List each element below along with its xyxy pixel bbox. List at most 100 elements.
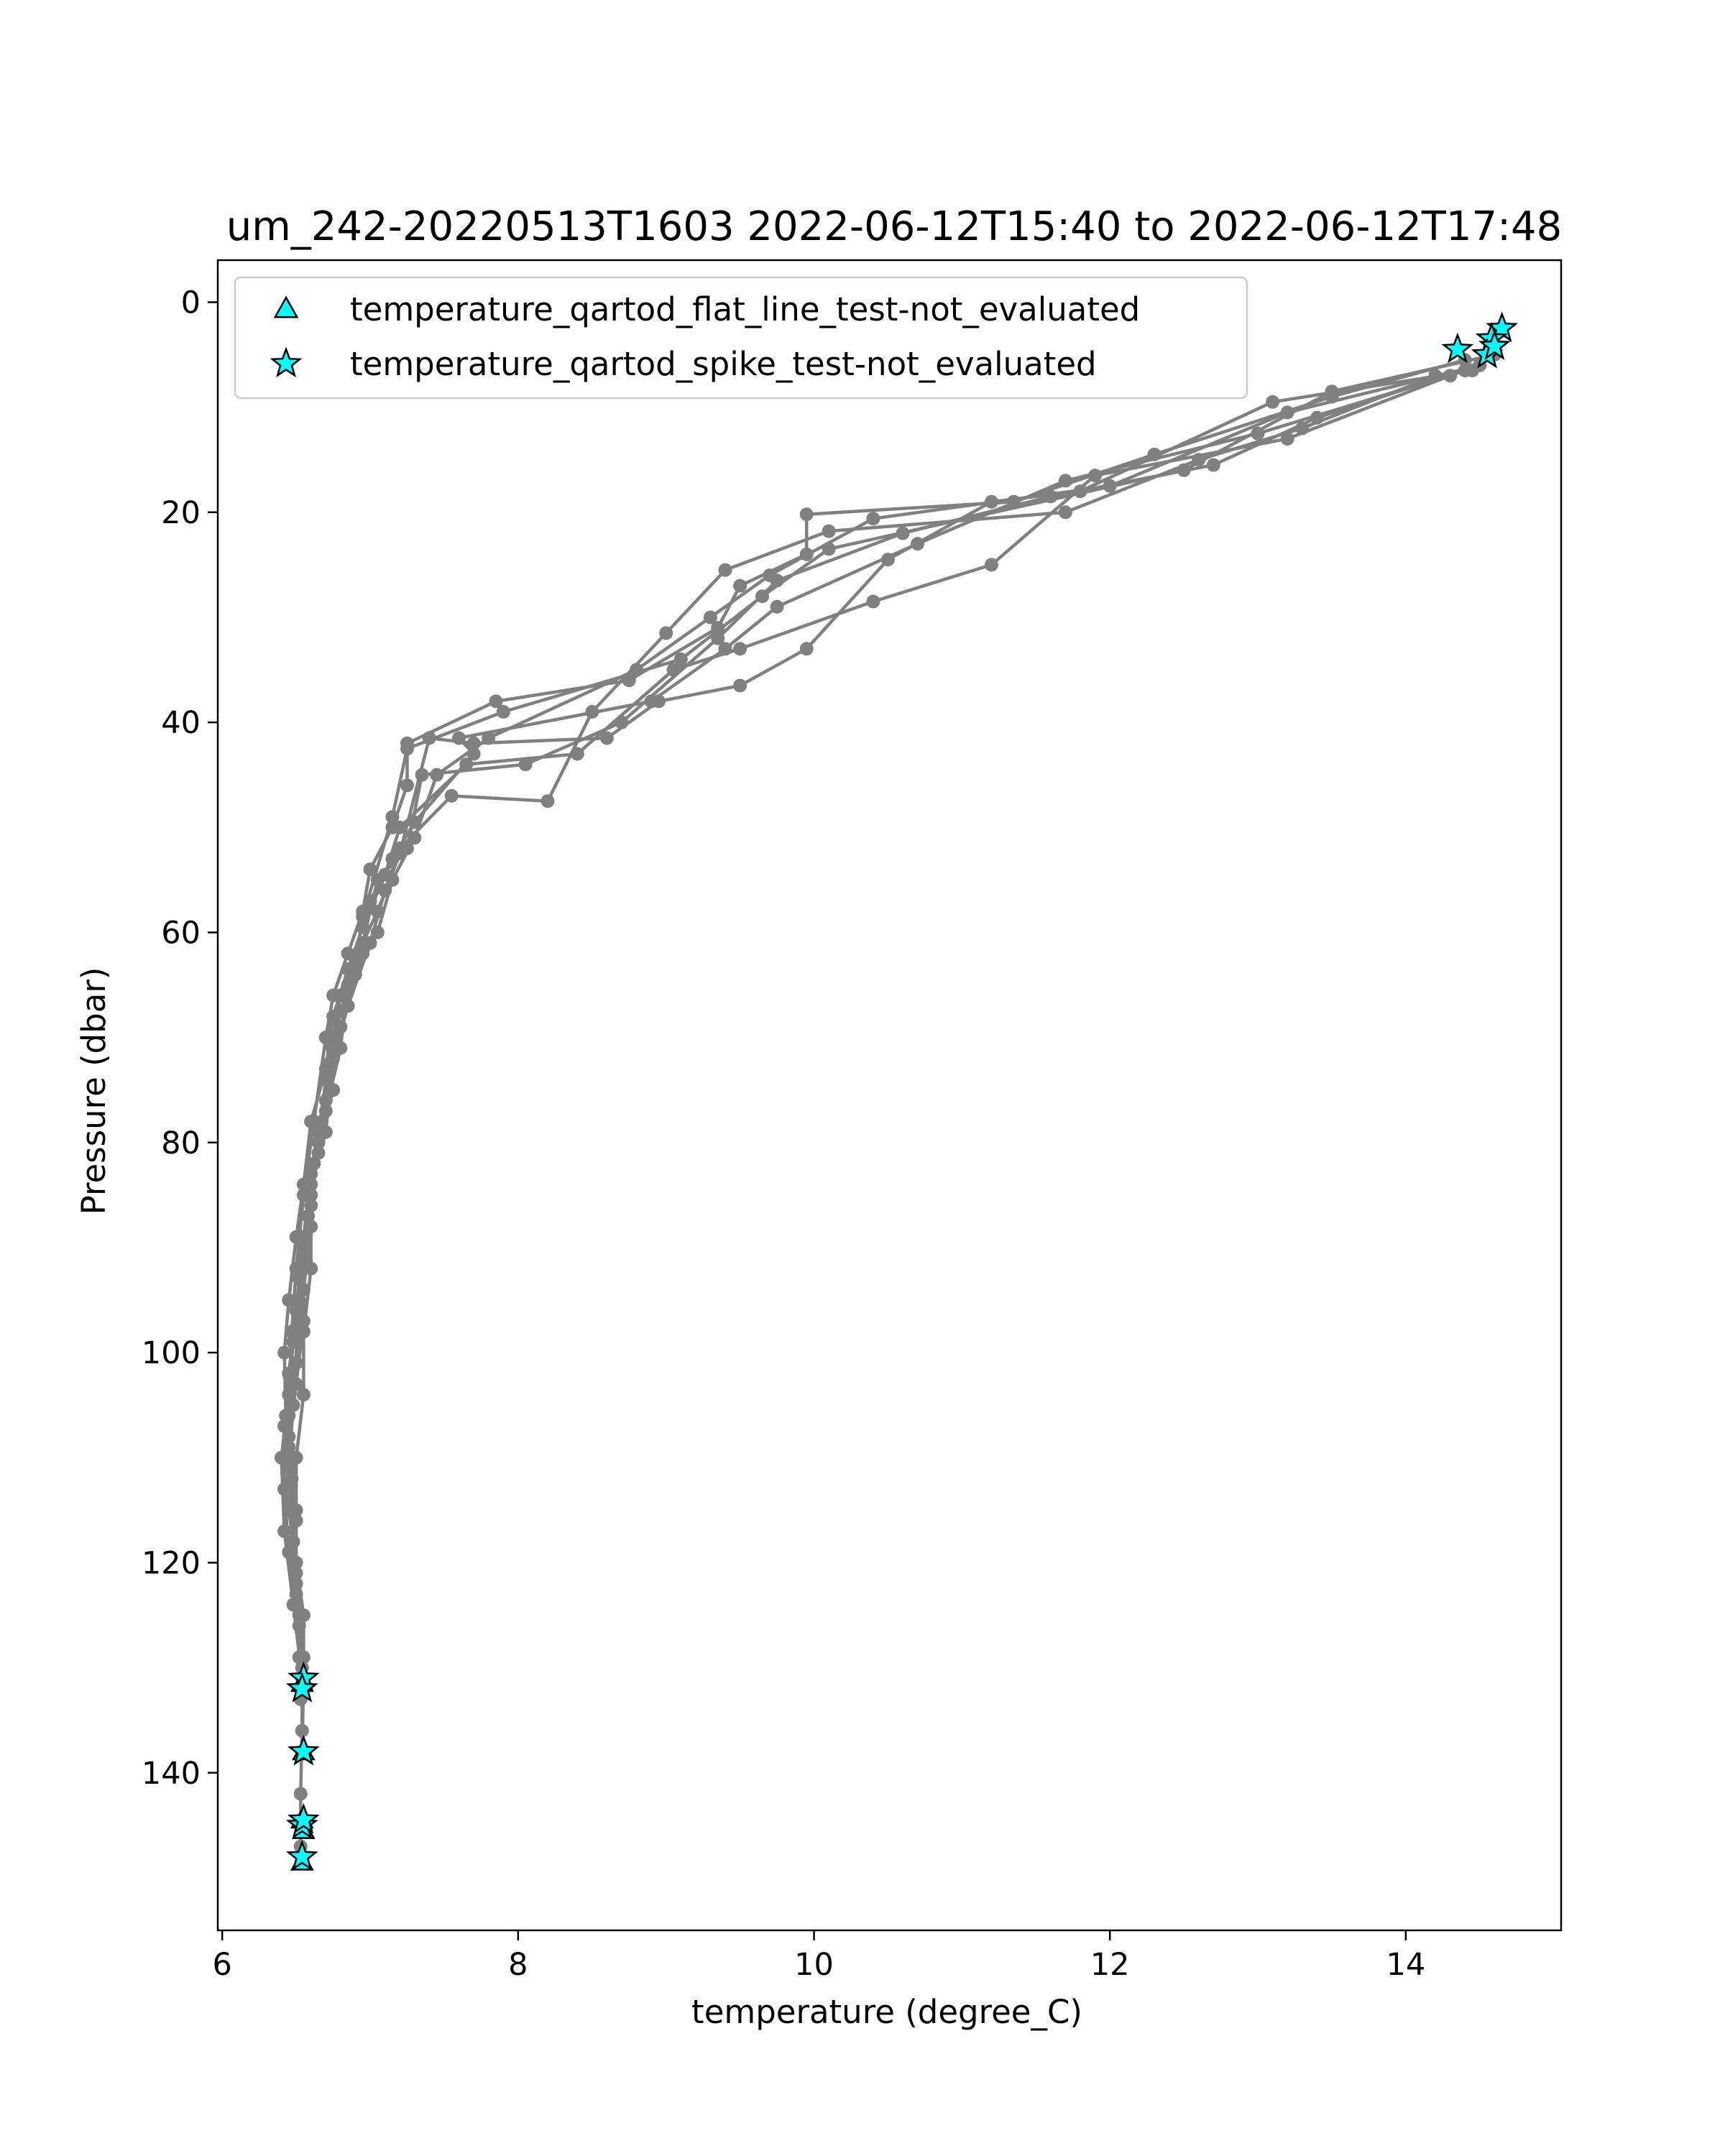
x-tick-label: 6 <box>212 1947 231 1983</box>
spike-flag-marker <box>288 1802 320 1834</box>
profile-point <box>286 1534 300 1549</box>
profile-point <box>985 558 998 572</box>
legend-label: temperature_qartod_spike_test-not_evalua… <box>350 345 1097 383</box>
profile-point <box>292 1608 306 1622</box>
x-tick-label: 10 <box>794 1947 834 1983</box>
profile-point <box>1058 505 1072 520</box>
profile-point <box>822 524 836 538</box>
profile-point <box>985 494 998 509</box>
x-tick-label: 14 <box>1386 1947 1426 1983</box>
legend-triangle-marker <box>273 295 299 318</box>
y-axis-label: Pressure (dbar) <box>75 967 113 1215</box>
profile-point <box>880 553 895 567</box>
legend-star-marker <box>270 346 303 378</box>
spike-flag-marker <box>285 1672 318 1703</box>
profile-point <box>304 1220 318 1234</box>
plot-frame <box>216 259 1563 1932</box>
profile-point <box>275 1450 288 1465</box>
profile-series <box>282 364 1479 1517</box>
y-tick-label: 20 <box>161 495 201 531</box>
profile-point <box>733 579 748 593</box>
y-tick-label: 0 <box>181 285 201 321</box>
x-tick-label: 8 <box>508 1947 528 1983</box>
profile-point <box>282 1409 296 1423</box>
profile-point <box>293 1787 308 1801</box>
profile-point <box>755 589 769 604</box>
profile-point <box>321 1056 336 1071</box>
profile-point <box>1177 463 1191 477</box>
profile-point <box>296 1388 310 1402</box>
profile-point <box>311 1125 326 1139</box>
profile-point <box>518 757 533 772</box>
profile-point <box>866 594 880 609</box>
profile-point <box>363 862 377 877</box>
profile-point <box>392 820 407 834</box>
profile-point <box>866 512 880 526</box>
profile-point <box>822 542 836 556</box>
legend-box <box>234 276 1248 400</box>
profile-point <box>356 910 370 923</box>
profile-point <box>289 1503 303 1517</box>
legend: temperature_qartod_flat_line_test-not_ev… <box>234 276 1248 400</box>
profile-point <box>348 952 362 966</box>
profile-point <box>400 742 414 756</box>
profile-point <box>540 794 555 808</box>
y-tick-label: 140 <box>142 1756 201 1792</box>
profile-line <box>287 369 1473 1511</box>
profile-point <box>400 778 414 793</box>
profile-point <box>711 621 725 635</box>
profile-point <box>659 626 673 640</box>
profile-point <box>307 1115 321 1128</box>
profile-point <box>1266 395 1280 409</box>
x-axis-label: temperature (degree_C) <box>691 1993 1082 2031</box>
profile-point <box>296 1188 310 1202</box>
flag-layer <box>285 311 1519 1871</box>
chart-title: um_242-20220513T1603 2022-06-12T15:40 to… <box>226 203 1563 250</box>
x-axis: 6 8 10 12 14 <box>212 1930 1425 1983</box>
profile-point <box>570 747 584 761</box>
profile-point <box>459 757 474 772</box>
profile-point <box>1073 484 1087 499</box>
profile-point <box>466 747 481 761</box>
y-tick-label: 40 <box>161 705 201 741</box>
profile-line <box>282 374 1436 1700</box>
profile-point <box>1280 432 1294 446</box>
profile-point <box>1088 469 1103 483</box>
profile-point <box>1206 458 1220 472</box>
legend-item: temperature_qartod_flat_line_test-not_ev… <box>273 290 1140 328</box>
profile-point <box>318 1031 333 1045</box>
profile-point <box>334 1041 348 1055</box>
profile-point <box>370 904 385 918</box>
legend-label: temperature_qartod_flat_line_test-not_ev… <box>350 290 1140 328</box>
y-tick-label: 80 <box>161 1125 201 1161</box>
profile-point <box>289 1261 303 1276</box>
spike-flag-marker <box>288 1734 320 1766</box>
y-tick-label: 120 <box>142 1545 201 1581</box>
profile-point <box>718 563 732 577</box>
y-axis: 0 20 40 60 80 100 120 140 <box>142 285 218 1792</box>
spike-flag-marker <box>285 1840 318 1871</box>
profile-point <box>277 1524 292 1539</box>
y-tick-label: 100 <box>142 1335 201 1371</box>
profile-point <box>673 652 688 666</box>
profile-point <box>385 810 400 824</box>
profile-point <box>770 599 784 614</box>
profile-point <box>496 705 510 719</box>
profile-point <box>422 731 436 745</box>
y-tick-label: 60 <box>161 915 201 951</box>
profile-point <box>1466 364 1479 377</box>
spike-flag-marker <box>1441 332 1474 364</box>
profile-point <box>799 507 814 522</box>
profile-point <box>599 731 614 745</box>
profile-point <box>466 736 481 750</box>
profile-point <box>334 988 348 1003</box>
profile-point <box>489 694 503 709</box>
legend-item: temperature_qartod_spike_test-not_evalua… <box>270 345 1097 383</box>
profile-point <box>1058 474 1072 488</box>
spike-flag-marker <box>1478 329 1511 360</box>
profile-point <box>733 678 748 693</box>
profile-point <box>1310 410 1324 425</box>
profile-point <box>277 1345 292 1360</box>
profile-point <box>733 642 748 656</box>
